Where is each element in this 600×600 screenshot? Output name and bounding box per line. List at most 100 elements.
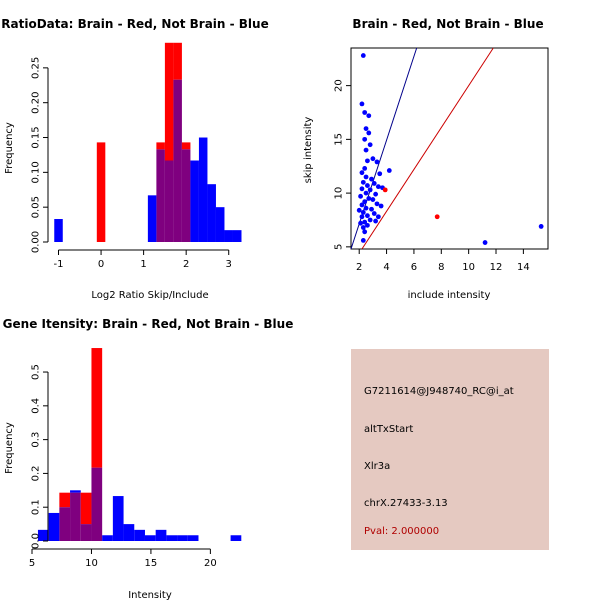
intensity-bar-not-brain bbox=[177, 535, 188, 541]
intensity-histogram-xlabel: Intensity bbox=[128, 590, 172, 600]
scatter-point-not-brain bbox=[363, 174, 369, 180]
ratio-x-tick-label: 3 bbox=[226, 259, 232, 270]
scatter-point-not-brain bbox=[367, 142, 373, 148]
scatter-point-not-brain bbox=[373, 191, 379, 197]
scatter-point-not-brain bbox=[360, 53, 366, 58]
scatter-point-not-brain bbox=[366, 130, 372, 136]
intensity-bar-brain bbox=[59, 492, 71, 508]
scatter-point-not-brain bbox=[365, 213, 370, 219]
intensity-y-tick-label: 0.3 bbox=[31, 432, 42, 448]
scatter-point-brain bbox=[382, 187, 388, 193]
scatter-point-not-brain bbox=[386, 168, 392, 173]
scatter-point-not-brain bbox=[362, 110, 368, 115]
scatter-point-not-brain bbox=[362, 229, 368, 235]
scatter-point-not-brain bbox=[369, 176, 374, 182]
intensity-histogram-bars bbox=[37, 348, 242, 541]
ratio-bar-not-brain bbox=[54, 219, 63, 242]
intensity-bar-not-brain bbox=[166, 535, 178, 541]
scatter-point-not-brain bbox=[360, 225, 366, 230]
scatter-point-not-brain bbox=[371, 181, 377, 186]
intensity-histogram: Gene Itensity: Brain - Red, Not Brain - … bbox=[3, 317, 294, 600]
intensity-bar-overlap bbox=[91, 467, 103, 541]
intensity-y-tick-label: 0.0 bbox=[31, 533, 42, 549]
ratio-bar-brain bbox=[173, 42, 182, 80]
intensity-bar-not-brain bbox=[155, 529, 167, 541]
ratio-histogram-bars bbox=[54, 42, 242, 242]
scatter-point-not-brain bbox=[378, 203, 384, 209]
ratio-y-tick-label: 0.25 bbox=[31, 57, 42, 79]
ratio-bar-not-brain bbox=[147, 195, 157, 242]
intensity-bar-overlap bbox=[70, 492, 81, 541]
scatter-point-not-brain bbox=[362, 165, 368, 171]
scatter-x-tick-label: 12 bbox=[490, 262, 503, 273]
intensity-histogram-title: Gene Itensity: Brain - Red, Not Brain - … bbox=[3, 317, 294, 331]
scatter-point-not-brain bbox=[363, 147, 369, 153]
scatter-plot-box bbox=[350, 47, 549, 250]
scatter-point-not-brain bbox=[367, 217, 373, 223]
ratio-histogram: RatioData: Brain - Red, Not Brain - Blue… bbox=[1, 17, 268, 301]
scatter-point-not-brain bbox=[375, 184, 381, 190]
ratio-y-tick-label: 0.15 bbox=[31, 126, 42, 148]
intensity-bar-not-brain bbox=[187, 535, 199, 541]
scatter-point-not-brain bbox=[374, 201, 380, 207]
intensity-bar-brain bbox=[91, 348, 103, 468]
ratio-bar-brain bbox=[181, 142, 191, 150]
intensity-histogram-axes: 5 10 15 20 0.0 0.1 0.2 0.3 0.4 0.5 bbox=[29, 364, 217, 569]
intensity-y-tick-label: 0.4 bbox=[31, 398, 42, 414]
intensity-bar-not-brain bbox=[102, 535, 113, 541]
ratio-bar-brain bbox=[96, 142, 106, 242]
scatter-point-not-brain bbox=[374, 159, 380, 165]
scatter-point-not-brain bbox=[359, 101, 365, 107]
scatter-point-not-brain bbox=[375, 214, 381, 220]
ratio-bar-not-brain bbox=[232, 230, 242, 242]
intensity-x-tick-label: 5 bbox=[29, 558, 35, 569]
ratio-bar-not-brain bbox=[215, 207, 225, 242]
ratio-x-tick-label: 1 bbox=[140, 259, 146, 270]
scatter-point-not-brain bbox=[360, 210, 366, 215]
scatter-y-tick-label: 15 bbox=[334, 133, 345, 146]
scatter-point-not-brain bbox=[359, 170, 365, 176]
scatter-plot-title: Brain - Red, Not Brain - Blue bbox=[352, 17, 543, 31]
scatter-red-line bbox=[361, 47, 494, 250]
scatter-point-not-brain bbox=[358, 193, 363, 199]
intensity-bar-not-brain bbox=[230, 535, 242, 541]
scatter-point-brain bbox=[434, 214, 440, 220]
p-value: Pval: 2.000000 bbox=[364, 526, 440, 537]
ratio-bar-not-brain bbox=[198, 137, 208, 242]
scatter-point-not-brain bbox=[371, 211, 377, 216]
scatter-plot-xlabel: include intensity bbox=[408, 290, 491, 301]
scatter-plot-ylabel: skip intensity bbox=[303, 117, 314, 184]
scatter-point-not-brain bbox=[538, 224, 544, 229]
scatter-point-not-brain bbox=[363, 126, 369, 132]
intensity-scatter-plot: Brain - Red, Not Brain - Blue 2 4 6 8 10 12 14… bbox=[303, 17, 549, 301]
scatter-point-not-brain bbox=[366, 113, 372, 119]
intensity-x-tick-label: 10 bbox=[85, 558, 98, 569]
scatter-y-tick-label: 5 bbox=[334, 244, 345, 250]
scatter-x-tick-label: 2 bbox=[356, 262, 362, 273]
intensity-bar-not-brain bbox=[70, 490, 81, 493]
ratio-bar-brain bbox=[164, 42, 174, 161]
scatter-point-not-brain bbox=[367, 187, 373, 193]
scatter-x-tick-label: 14 bbox=[517, 262, 530, 273]
scatter-y-tick-label: 20 bbox=[334, 79, 345, 92]
genomic-location: chrX.27433-3.13 bbox=[364, 498, 448, 509]
scatter-point-not-brain bbox=[360, 238, 366, 243]
intensity-bar-overlap bbox=[80, 524, 92, 541]
scatter-point-not-brain bbox=[366, 196, 372, 201]
ratio-histogram-title: RatioData: Brain - Red, Not Brain - Blue bbox=[1, 17, 268, 31]
scatter-x-tick-label: 4 bbox=[383, 262, 389, 273]
scatter-point-not-brain bbox=[365, 183, 370, 188]
scatter-point-not-brain bbox=[359, 202, 365, 208]
scatter-point-not-brain bbox=[377, 171, 383, 177]
scatter-point-not-brain bbox=[356, 207, 362, 213]
scatter-point-not-brain bbox=[482, 240, 488, 245]
scatter-point-not-brain bbox=[363, 190, 369, 196]
ratio-histogram-axes: -1 0 1 2 3 0.00 0.05 0.10 0.15 0.20 0.25 bbox=[31, 57, 232, 270]
ratio-bar-not-brain bbox=[224, 230, 233, 242]
ratio-histogram-xlabel: Log2 Ratio Skip/Include bbox=[91, 290, 208, 301]
intensity-bar-not-brain bbox=[37, 529, 49, 541]
ratio-bar-overlap bbox=[164, 160, 174, 242]
ratio-bar-not-brain bbox=[207, 184, 216, 242]
gene-symbol: Xlr3a bbox=[364, 461, 391, 472]
